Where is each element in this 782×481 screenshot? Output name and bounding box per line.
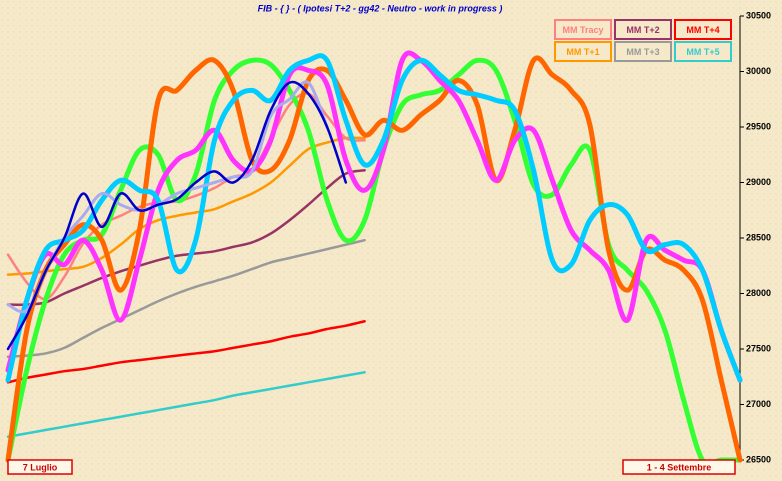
legend-label: MM T+3 xyxy=(626,47,659,57)
annotation: 1 - 4 Settembre xyxy=(647,462,712,472)
y-tick-label: 27500 xyxy=(746,343,771,353)
legend-label: MM T+5 xyxy=(686,47,719,57)
chart-title: FIB - { } - ( Ipotesi T+2 - gg42 - Neutr… xyxy=(258,3,503,13)
legend-label: MM T+4 xyxy=(686,25,719,35)
annotation-box xyxy=(7,459,73,475)
legend-label: MM T+2 xyxy=(626,25,659,35)
legend-box xyxy=(614,41,672,62)
series-line xyxy=(5,53,743,383)
legend-box xyxy=(554,41,612,62)
y-tick-label: 29000 xyxy=(746,177,771,187)
series-line xyxy=(6,169,366,307)
annotation-box xyxy=(622,459,736,475)
series-line xyxy=(6,80,348,351)
legend-box xyxy=(614,19,672,40)
series-line xyxy=(5,55,743,463)
annotation: 7 Luglio xyxy=(23,462,58,472)
y-tick-label: 30500 xyxy=(746,10,771,20)
y-tick-label: 26500 xyxy=(746,454,771,464)
series-line xyxy=(6,136,366,276)
series-line xyxy=(6,320,366,384)
y-tick-label: 30000 xyxy=(746,66,771,76)
series-line xyxy=(5,57,743,467)
legend-label: MM Tracy xyxy=(562,25,603,35)
series-line xyxy=(6,371,366,438)
y-tick-label: 28500 xyxy=(746,232,771,242)
legend-box xyxy=(674,41,732,62)
y-tick-label: 27000 xyxy=(746,399,771,409)
series-line xyxy=(5,50,743,383)
legend-box xyxy=(674,19,732,40)
y-tick-label: 28000 xyxy=(746,288,771,298)
y-tick-label: 29500 xyxy=(746,121,771,131)
legend-box xyxy=(554,19,612,40)
legend-label: MM T+1 xyxy=(566,47,599,57)
series-line xyxy=(6,238,366,359)
